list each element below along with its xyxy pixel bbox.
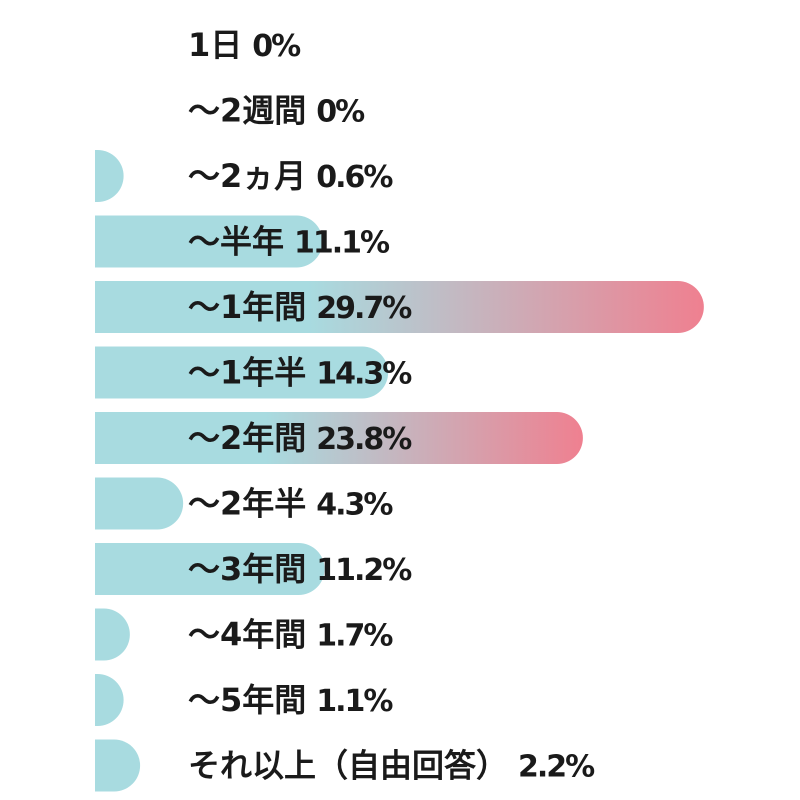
bar-label: ～2ヵ月 0.6% bbox=[188, 157, 393, 195]
category-label: ～5年間 bbox=[188, 681, 306, 719]
bar bbox=[95, 674, 124, 726]
value-label: 1.7% bbox=[316, 619, 393, 654]
bar bbox=[95, 608, 130, 661]
category-label: ～2年半 bbox=[188, 485, 306, 523]
value-label: 11.1% bbox=[294, 226, 390, 261]
bar bbox=[95, 543, 325, 595]
bar-label: ～1年間 29.7% bbox=[188, 288, 412, 326]
value-label: 11.2% bbox=[316, 553, 412, 588]
category-label: ～半年 bbox=[188, 223, 284, 261]
value-label: 14.3% bbox=[316, 357, 412, 392]
bar bbox=[95, 281, 704, 333]
value-label: 29.7% bbox=[316, 291, 412, 326]
bar bbox=[95, 150, 124, 202]
bar-label: 1日 0% bbox=[188, 26, 301, 64]
value-label: 2.2% bbox=[518, 750, 595, 785]
bar-label: ～1年半 14.3% bbox=[188, 354, 412, 392]
bar-label: ～半年 11.1% bbox=[188, 223, 390, 261]
value-label: 0% bbox=[252, 29, 301, 64]
bar-label: ～4年間 1.7% bbox=[188, 616, 393, 654]
bar bbox=[95, 739, 141, 792]
labels-layer: 1日 0% ～2週間 0% ～2ヵ月 0.6% ～半年 11.1% ～1年間 29.7% ～1年半 1… bbox=[188, 26, 597, 785]
bar bbox=[95, 412, 583, 464]
category-label: ～2週間 bbox=[188, 92, 306, 130]
value-label: 0% bbox=[316, 95, 365, 130]
bar bbox=[95, 346, 389, 399]
bar bbox=[95, 477, 184, 530]
bars-layer bbox=[95, 150, 704, 792]
bar-label: ～2年間 23.8% bbox=[188, 419, 412, 457]
category-label: ～4年間 bbox=[188, 616, 306, 654]
value-label: 4.3% bbox=[316, 488, 393, 523]
bar-label: ～5年間 1.1% bbox=[188, 681, 393, 719]
category-label: ～2年間 bbox=[188, 419, 306, 457]
value-label: 0.6% bbox=[316, 160, 393, 195]
value-label: 23.8% bbox=[316, 422, 412, 457]
category-label: ～1年半 bbox=[188, 354, 306, 392]
bar bbox=[95, 215, 323, 268]
category-label: ～2ヵ月 bbox=[188, 157, 306, 195]
value-label: 1.1% bbox=[316, 684, 393, 719]
bar-label: それ以上（自由回答） 2.2% bbox=[188, 747, 595, 785]
bar-label: ～2年半 4.3% bbox=[188, 485, 393, 523]
bar-label: ～3年間 11.2% bbox=[188, 550, 412, 588]
category-label: ～3年間 bbox=[188, 550, 306, 588]
category-label: それ以上（自由回答） bbox=[188, 747, 508, 785]
category-label: ～1年間 bbox=[188, 288, 306, 326]
category-label: 1日 bbox=[188, 26, 242, 64]
bar-label: ～2週間 0% bbox=[188, 92, 365, 130]
